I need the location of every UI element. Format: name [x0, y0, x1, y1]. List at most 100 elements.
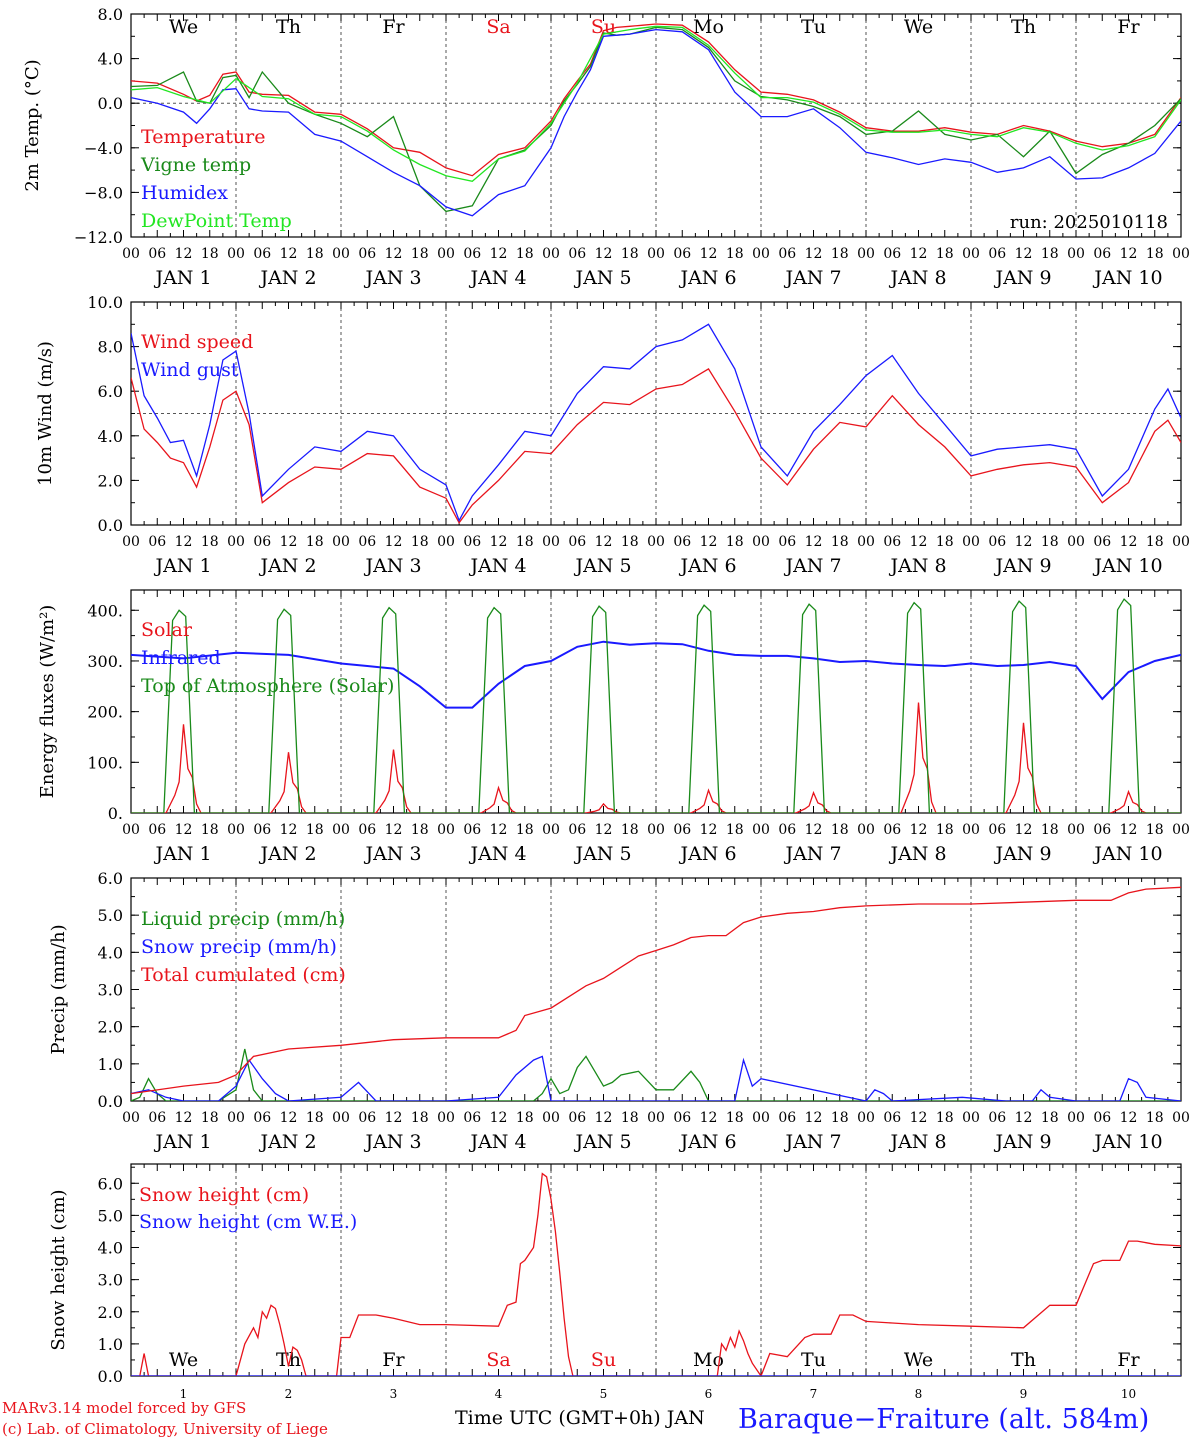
hour-tick-label: 00 [752, 822, 770, 838]
hour-tick-label: 00 [332, 534, 350, 550]
weekday-label: We [169, 1349, 198, 1371]
hour-tick-label: 12 [1015, 822, 1033, 838]
date-label: JAN 1 [153, 843, 211, 865]
model-note: MARv3.14 model forced by GFS [2, 1399, 246, 1417]
hour-tick-label: 18 [936, 822, 954, 838]
hour-tick-label: 06 [883, 246, 901, 262]
time-axis-label: Time UTC (GMT+0h) JAN [455, 1407, 705, 1429]
hour-tick-label: 12 [805, 822, 823, 838]
weekday-label: Fr [382, 16, 405, 38]
y-tick-label: 1.0 [98, 1335, 123, 1354]
hour-tick-label: 06 [358, 246, 376, 262]
legend-entry: Liquid precip (mm/h) [141, 908, 345, 930]
hour-tick-label: 18 [936, 1110, 954, 1126]
hour-tick-label: 06 [148, 1110, 166, 1126]
hour-tick-label: 12 [700, 1110, 718, 1126]
hour-tick-label: 00 [437, 534, 455, 550]
chart-flux: 0. 100. 200. 300. 400. Energy fluxes (W/m²) 00… [37, 589, 1190, 865]
hour-tick-label: 12 [1120, 534, 1138, 550]
date-label: JAN 2 [258, 267, 316, 289]
date-label: JAN 5 [573, 555, 631, 577]
hour-tick-label: 18 [516, 534, 534, 550]
hour-tick-label: 06 [463, 534, 481, 550]
hour-tick-label: 06 [988, 246, 1006, 262]
credit-note: (c) Lab. of Climatology, University of L… [2, 1420, 328, 1438]
day-number-label: 4 [495, 1387, 503, 1401]
hour-tick-label: 06 [148, 534, 166, 550]
date-label: JAN 8 [888, 843, 946, 865]
y-tick-label: 100. [87, 753, 123, 772]
chart-wind: 0.0 2.0 4.0 6.0 8.0 10.0 10m Wind (m/s) 00 06 12 1… [35, 293, 1190, 577]
date-label: JAN 6 [678, 267, 736, 289]
hour-tick-label: 06 [778, 1110, 796, 1126]
y-tick-label: 4.0 [98, 50, 123, 69]
hour-tick-label: 18 [411, 534, 429, 550]
hour-tick-label: 18 [201, 1110, 219, 1126]
hour-tick-label: 18 [1146, 246, 1164, 262]
weekday-label: Fr [1117, 16, 1140, 38]
y-tick-label: 3.0 [98, 1271, 123, 1290]
hour-tick-label: 00 [1172, 246, 1190, 262]
hour-tick-label: 00 [542, 246, 560, 262]
date-label: JAN 3 [363, 555, 421, 577]
hour-tick-label: 06 [358, 822, 376, 838]
hour-tick-label: 00 [752, 534, 770, 550]
hour-tick-label: 06 [253, 246, 271, 262]
hour-tick-label: 00 [857, 534, 875, 550]
hour-tick-label: 06 [568, 822, 586, 838]
legend-entry: Total cumulated (cm) [141, 964, 346, 986]
date-label: JAN 4 [468, 843, 526, 865]
hour-tick-label: 00 [122, 246, 140, 262]
date-label: JAN 10 [1092, 1131, 1162, 1153]
hour-tick-label: 00 [437, 1110, 455, 1126]
series-line-solar [131, 702, 1181, 813]
hour-tick-label: 06 [568, 534, 586, 550]
hour-tick-label: 12 [280, 822, 298, 838]
y-tick-label: 0. [108, 804, 123, 823]
date-label: JAN 9 [993, 843, 1051, 865]
hour-tick-label: 12 [700, 822, 718, 838]
hour-tick-label: 18 [726, 822, 744, 838]
date-label: JAN 4 [468, 555, 526, 577]
series-line-dewpoint-temp [131, 25, 1181, 183]
hour-tick-label: 18 [1146, 822, 1164, 838]
y-axis-label: 10m Wind (m/s) [35, 341, 56, 486]
hour-tick-label: 00 [437, 822, 455, 838]
hour-tick-label: 18 [621, 1110, 639, 1126]
y-tick-label: 0.0 [98, 1092, 123, 1111]
hour-tick-label: 00 [752, 1110, 770, 1126]
hour-tick-label: 12 [1015, 246, 1033, 262]
hour-tick-label: 18 [726, 1110, 744, 1126]
hour-tick-label: 00 [647, 822, 665, 838]
hour-tick-label: 00 [857, 1110, 875, 1126]
run-label: run: 2025010118 [1010, 212, 1168, 233]
weekday-label: Sa [486, 16, 510, 38]
legend-entry: Solar [141, 619, 193, 641]
hour-tick-label: 18 [1041, 1110, 1059, 1126]
date-label: JAN 4 [468, 1131, 526, 1153]
date-label: JAN 7 [783, 555, 841, 577]
hour-tick-label: 06 [253, 534, 271, 550]
date-label: JAN 6 [678, 843, 736, 865]
series-line-vigne-temp [131, 26, 1181, 213]
date-label: JAN 10 [1092, 555, 1162, 577]
hour-tick-label: 06 [673, 822, 691, 838]
hour-tick-label: 00 [227, 1110, 245, 1126]
hour-tick-label: 06 [568, 1110, 586, 1126]
hour-tick-label: 12 [1120, 822, 1138, 838]
hour-tick-label: 00 [542, 822, 560, 838]
hour-tick-label: 06 [463, 246, 481, 262]
hour-tick-label: 12 [385, 534, 403, 550]
hour-tick-label: 06 [463, 822, 481, 838]
y-tick-label: 4.0 [98, 1239, 123, 1258]
hour-tick-label: 12 [910, 246, 928, 262]
hour-tick-label: 12 [805, 246, 823, 262]
hour-tick-label: 18 [831, 534, 849, 550]
hour-tick-label: 18 [936, 246, 954, 262]
hour-tick-label: 18 [1041, 246, 1059, 262]
hour-tick-label: 12 [805, 1110, 823, 1126]
hour-tick-label: 12 [910, 534, 928, 550]
y-axis-label: 2m Temp. (°C) [22, 59, 43, 191]
hour-tick-label: 12 [280, 534, 298, 550]
